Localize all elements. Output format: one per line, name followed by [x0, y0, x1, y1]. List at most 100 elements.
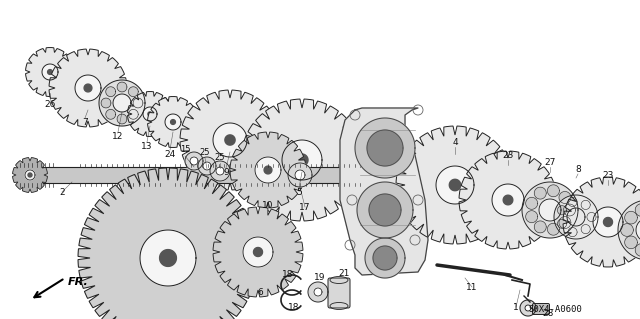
Polygon shape — [636, 244, 640, 256]
Text: 25: 25 — [215, 153, 225, 162]
Polygon shape — [210, 161, 230, 181]
Polygon shape — [288, 163, 312, 187]
Text: 7: 7 — [82, 118, 88, 127]
Polygon shape — [171, 120, 175, 124]
Polygon shape — [357, 182, 413, 238]
Polygon shape — [436, 166, 474, 204]
Polygon shape — [459, 151, 557, 249]
Text: 23: 23 — [502, 151, 514, 160]
Polygon shape — [503, 195, 513, 205]
Polygon shape — [295, 170, 305, 180]
Polygon shape — [618, 200, 640, 260]
Polygon shape — [243, 237, 273, 267]
Text: 27: 27 — [544, 158, 556, 167]
Polygon shape — [216, 167, 224, 175]
Text: 11: 11 — [467, 283, 477, 292]
Polygon shape — [159, 249, 177, 266]
Polygon shape — [557, 219, 566, 228]
Text: 1: 1 — [513, 303, 519, 312]
Polygon shape — [593, 207, 623, 237]
Text: 28: 28 — [542, 309, 554, 318]
Polygon shape — [78, 168, 258, 319]
Text: 2: 2 — [59, 188, 65, 197]
Polygon shape — [559, 217, 571, 228]
Polygon shape — [113, 94, 131, 112]
Polygon shape — [547, 185, 559, 197]
Polygon shape — [282, 140, 322, 180]
Polygon shape — [568, 227, 577, 237]
Polygon shape — [140, 230, 196, 286]
Polygon shape — [625, 236, 637, 249]
Polygon shape — [367, 130, 403, 166]
Polygon shape — [340, 108, 428, 275]
Polygon shape — [165, 114, 181, 130]
Text: 18: 18 — [282, 270, 294, 279]
Text: 4: 4 — [452, 138, 458, 147]
Polygon shape — [568, 197, 577, 206]
FancyBboxPatch shape — [18, 167, 370, 183]
Text: 24: 24 — [164, 150, 175, 159]
Polygon shape — [520, 300, 536, 316]
Polygon shape — [117, 114, 127, 124]
Polygon shape — [636, 204, 640, 216]
Polygon shape — [213, 207, 303, 297]
Polygon shape — [25, 170, 35, 180]
Polygon shape — [106, 87, 116, 97]
Polygon shape — [559, 191, 571, 204]
Polygon shape — [26, 48, 74, 96]
Polygon shape — [117, 82, 127, 92]
Polygon shape — [225, 135, 235, 145]
Polygon shape — [28, 173, 32, 177]
Text: FR.: FR. — [68, 277, 89, 287]
Polygon shape — [449, 179, 461, 191]
Polygon shape — [213, 123, 247, 157]
Polygon shape — [621, 224, 634, 236]
Polygon shape — [255, 157, 281, 183]
Polygon shape — [534, 221, 546, 233]
FancyBboxPatch shape — [532, 303, 550, 315]
Polygon shape — [180, 90, 280, 190]
Polygon shape — [198, 157, 216, 175]
Polygon shape — [101, 98, 111, 108]
Polygon shape — [230, 132, 306, 208]
Polygon shape — [636, 218, 640, 242]
Text: 25: 25 — [200, 148, 211, 157]
Polygon shape — [185, 152, 203, 170]
Polygon shape — [148, 112, 152, 116]
Polygon shape — [47, 70, 52, 74]
Polygon shape — [148, 97, 198, 147]
Polygon shape — [522, 182, 578, 238]
Text: S0X4-A0600: S0X4-A0600 — [528, 306, 582, 315]
Text: 9: 9 — [223, 168, 229, 177]
Polygon shape — [604, 218, 612, 226]
Polygon shape — [567, 208, 585, 226]
Polygon shape — [308, 282, 328, 302]
Polygon shape — [203, 162, 211, 170]
Polygon shape — [587, 212, 596, 222]
Polygon shape — [365, 238, 405, 278]
Text: 5: 5 — [296, 188, 302, 197]
Polygon shape — [355, 118, 415, 178]
Polygon shape — [84, 84, 92, 92]
Polygon shape — [373, 246, 397, 270]
Polygon shape — [563, 177, 640, 267]
Polygon shape — [314, 288, 322, 296]
Polygon shape — [581, 225, 590, 234]
Polygon shape — [127, 92, 172, 137]
Polygon shape — [525, 197, 538, 209]
Polygon shape — [264, 166, 272, 174]
Polygon shape — [190, 157, 198, 165]
Polygon shape — [253, 248, 262, 256]
Text: 10: 10 — [262, 201, 274, 210]
Polygon shape — [296, 154, 308, 166]
Polygon shape — [49, 49, 127, 127]
Text: 26: 26 — [44, 100, 56, 109]
Polygon shape — [241, 99, 363, 221]
Polygon shape — [492, 184, 524, 216]
Polygon shape — [99, 80, 145, 126]
Polygon shape — [75, 75, 101, 101]
Text: 18: 18 — [288, 303, 300, 312]
Text: 19: 19 — [314, 273, 326, 282]
Text: 12: 12 — [112, 132, 124, 141]
Polygon shape — [13, 158, 47, 192]
